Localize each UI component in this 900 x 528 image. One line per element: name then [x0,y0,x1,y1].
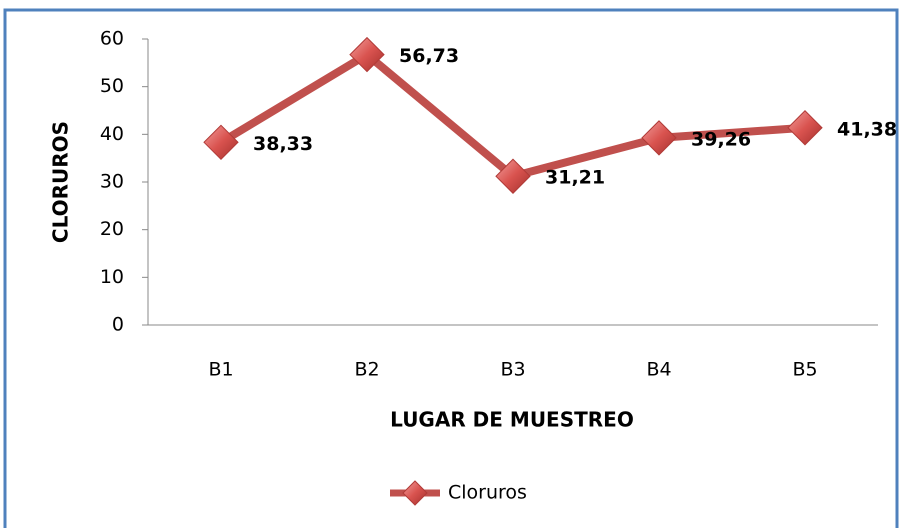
x-tick-label: B4 [646,359,671,381]
value-label: 56,73 [399,45,459,67]
value-label: 31,21 [545,167,605,189]
y-tick-label: 60 [100,28,124,50]
x-tick-label: B1 [208,359,233,381]
y-tick-label: 50 [100,75,124,97]
y-tick-label: 0 [112,314,124,336]
frame [3,8,899,528]
y-tick-label: 30 [100,171,124,193]
x-tick-label: B3 [500,359,525,381]
x-axis-label: LUGAR DE MUESTREO [390,408,634,432]
plot: 0 10 20 30 40 50 60 B1 B2 B3 B4 B5 38,33 56,73 31,21 39… [100,28,897,506]
marker [203,124,239,161]
value-label: 39,26 [691,128,751,150]
y-tick-label: 20 [100,218,124,240]
y-tick-label: 10 [100,266,124,288]
marker [641,120,677,156]
value-label: 41,38 [837,118,897,140]
x-tick-label: B5 [792,359,817,381]
y-tick-label: 40 [100,123,124,145]
legend-label: Cloruros [448,482,527,504]
marker [349,36,385,73]
legend-marker [402,480,428,506]
x-tick-label: B2 [354,359,379,381]
marker [787,110,823,146]
y-axis-label: CLORUROS [49,121,73,243]
value-label: 38,33 [253,133,313,155]
marker [495,158,531,194]
